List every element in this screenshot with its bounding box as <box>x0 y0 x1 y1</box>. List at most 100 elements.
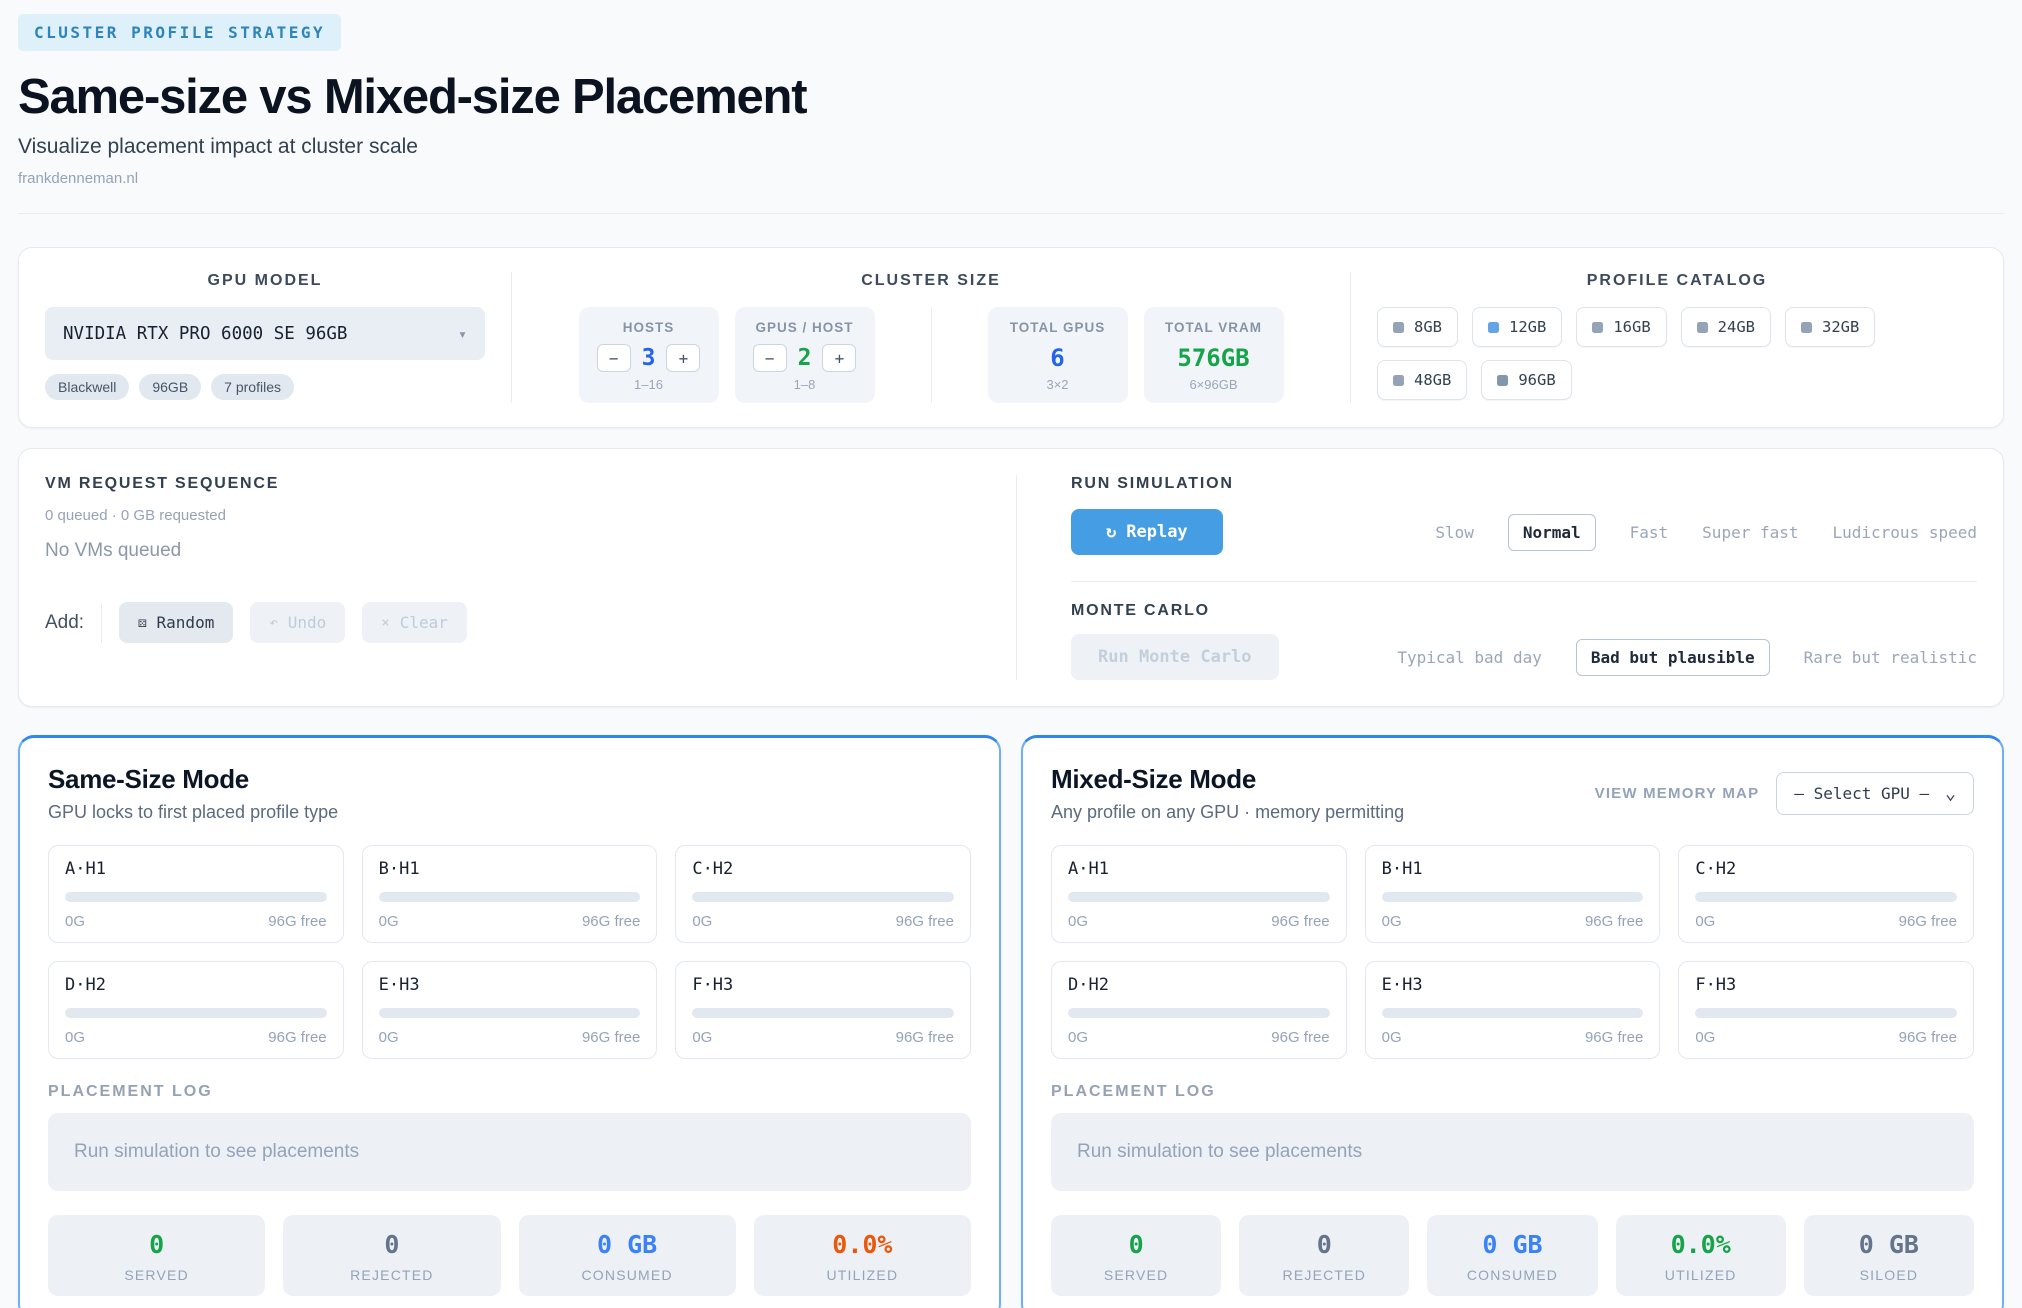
memory-map-gpu-select[interactable]: — Select GPU — ⌄ <box>1776 772 1974 815</box>
stats-row: 0 SERVED 0 REJECTED 0 GB CONSUMED 0.0% U… <box>1051 1215 1974 1296</box>
gpu-name: B·H1 <box>1381 859 1423 879</box>
speed-ludicrous[interactable]: Ludicrous speed <box>1832 522 1978 542</box>
source-link[interactable]: frankdenneman.nl <box>18 170 139 187</box>
gpu-model-label: GPU MODEL <box>207 272 323 289</box>
close-icon: × <box>381 614 390 631</box>
chevron-down-icon: ▾ <box>457 324 467 343</box>
gpu-grid: A·H1 0G 96G free B·H1 0G 96G free <box>1051 845 1974 1059</box>
gpu-card: A·H1 0G 96G free <box>48 845 344 943</box>
gpu-used: 0G <box>378 1029 399 1046</box>
divider <box>511 272 512 403</box>
profile-color-swatch <box>1393 321 1404 333</box>
add-vm-row: Add: ⚄ Random ↶ Undo × Clear <box>45 602 990 643</box>
gpus-per-host-label: GPUS / HOST <box>755 320 854 335</box>
clear-button[interactable]: × Clear <box>362 602 467 643</box>
profile-chip-12gb[interactable]: 12GB <box>1472 307 1563 347</box>
total-vram-label: TOTAL VRAM <box>1165 320 1262 335</box>
stat-served: 0 SERVED <box>48 1215 266 1296</box>
undo-button[interactable]: ↶ Undo <box>250 602 346 643</box>
stat-label: SILOED <box>1859 1267 1919 1283</box>
profile-chip-48gb[interactable]: 48GB <box>1377 360 1468 400</box>
gpu-model-select[interactable]: NVIDIA RTX PRO 6000 SE 96GB ▾ <box>45 307 485 360</box>
stat-utilized: 0.0% UTILIZED <box>753 1215 971 1296</box>
total-vram-box: TOTAL VRAM 576GB 6×96GB <box>1143 307 1284 403</box>
profile-chip-16gb[interactable]: 16GB <box>1576 307 1667 347</box>
profile-chip-96gb[interactable]: 96GB <box>1481 360 1572 400</box>
gpu-used: 0G <box>1068 1029 1089 1046</box>
gpu-free: 96G free <box>895 913 954 930</box>
stat-rejected: 0 REJECTED <box>1239 1215 1410 1296</box>
gpu-name: E·H3 <box>1381 975 1423 995</box>
gpu-free: 96G free <box>1271 913 1330 930</box>
tag-architecture: Blackwell <box>45 374 130 400</box>
gpu-memory-bar <box>1695 1008 1957 1018</box>
page-title: Same-size vs Mixed-size Placement <box>18 70 808 124</box>
stat-served: 0 SERVED <box>1051 1215 1222 1296</box>
undo-icon: ↶ <box>269 614 278 631</box>
speed-super-fast[interactable]: Super fast <box>1702 522 1799 542</box>
gpu-card: B·H1 0G 96G free <box>1364 845 1661 943</box>
profile-chip-32gb[interactable]: 32GB <box>1784 307 1876 347</box>
speed-normal[interactable]: Normal <box>1507 513 1596 551</box>
divider <box>1350 272 1351 403</box>
profile-color-swatch <box>1393 374 1404 386</box>
total-vram-value: 576GB <box>1177 344 1250 372</box>
stat-label: SERVED <box>124 1267 189 1283</box>
total-vram-detail: 6×96GB <box>1189 377 1238 392</box>
replay-button[interactable]: ↻ Replay <box>1071 509 1223 555</box>
gpu-memory-bar <box>1381 892 1644 902</box>
queue-summary: 0 queued · 0 GB requested <box>45 507 226 524</box>
total-gpus-box: TOTAL GPUS 6 3×2 <box>987 307 1128 403</box>
strategy-badge: CLUSTER PROFILE STRATEGY <box>18 14 342 51</box>
tag-vram: 96GB <box>139 374 202 400</box>
profile-chip-24gb[interactable]: 24GB <box>1680 307 1771 347</box>
profile-chip-label: 96GB <box>1518 371 1556 389</box>
stat-label: CONSUMED <box>581 1267 673 1283</box>
memory-map-select-value: — Select GPU — <box>1794 784 1930 803</box>
cluster-controls-card: GPU MODEL NVIDIA RTX PRO 6000 SE 96GB ▾ … <box>18 247 2004 428</box>
stat-label: REJECTED <box>350 1267 434 1283</box>
scenario-rare-but-realistic[interactable]: Rare but realistic <box>1803 647 1977 667</box>
hosts-range: 1–16 <box>634 377 663 392</box>
gpu-card: F·H3 0G 96G free <box>675 961 971 1059</box>
stat-value: 0 GB <box>1858 1230 1919 1259</box>
stat-rejected: 0 REJECTED <box>283 1215 501 1296</box>
gpu-model-tags: Blackwell 96GB 7 profiles <box>45 374 485 400</box>
queue-empty-text: No VMs queued <box>45 540 182 561</box>
gpu-memory-bar <box>65 892 327 902</box>
placement-log-label: PLACEMENT LOG <box>1051 1083 1216 1100</box>
hosts-increment-button[interactable]: + <box>666 344 701 372</box>
stat-value: 0 <box>149 1230 165 1259</box>
stat-siloed: 0 GB SILOED <box>1803 1215 1974 1296</box>
profile-chip-8gb[interactable]: 8GB <box>1377 307 1458 347</box>
scenario-bad-but-plausible[interactable]: Bad but plausible <box>1575 638 1770 676</box>
stat-value: 0.0% <box>832 1230 893 1259</box>
profile-color-swatch <box>1497 374 1509 386</box>
memory-map-controls: VIEW MEMORY MAP — Select GPU — ⌄ <box>1595 772 1974 815</box>
speed-options: Slow Normal Fast Super fast Ludicrous sp… <box>1435 513 1978 551</box>
gpu-free: 96G free <box>1584 1029 1644 1046</box>
gpus-decrement-button[interactable]: − <box>752 344 787 372</box>
gpu-memory-bar <box>1068 892 1330 902</box>
run-monte-carlo-button[interactable]: Run Monte Carlo <box>1071 634 1279 680</box>
chevron-down-icon: ⌄ <box>1945 783 1956 804</box>
placement-log-empty-text: Run simulation to see placements <box>1077 1141 1363 1162</box>
scenario-typical-bad-day[interactable]: Typical bad day <box>1397 647 1542 667</box>
stat-consumed: 0 GB CONSUMED <box>518 1215 736 1296</box>
gpu-card: B·H1 0G 96G free <box>361 845 658 943</box>
hosts-decrement-button[interactable]: − <box>596 344 631 372</box>
random-vm-button[interactable]: ⚄ Random <box>119 602 234 643</box>
gpu-name: A·H1 <box>1068 859 1109 879</box>
gpu-used: 0G <box>1695 913 1716 930</box>
stat-label: UTILIZED <box>826 1267 899 1283</box>
simulation-card: VM REQUEST SEQUENCE 0 queued · 0 GB requ… <box>18 448 2004 707</box>
speed-fast[interactable]: Fast <box>1629 522 1669 542</box>
gpu-card: D·H2 0G 96G free <box>48 961 344 1059</box>
profile-chip-label: 48GB <box>1414 371 1452 389</box>
gpus-increment-button[interactable]: + <box>822 344 857 372</box>
speed-slow[interactable]: Slow <box>1435 522 1474 542</box>
gpu-card: A·H1 0G 96G free <box>1051 845 1347 943</box>
panel-title: Same-Size Mode <box>48 764 249 794</box>
gpu-name: A·H1 <box>65 859 106 879</box>
